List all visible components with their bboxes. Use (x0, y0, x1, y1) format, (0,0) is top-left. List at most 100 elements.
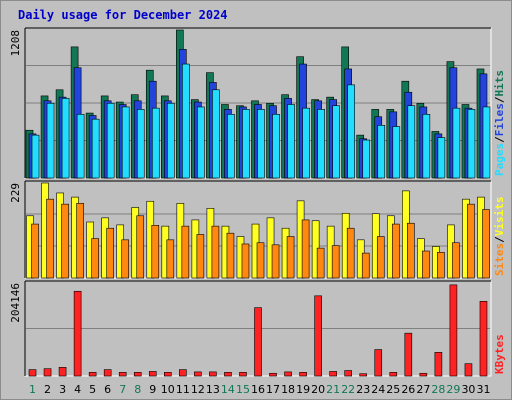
bar-pages-day-14 (227, 113, 235, 179)
legend-entry-files: Files (493, 103, 506, 136)
x-tick-label: 18 (281, 383, 295, 396)
x-tick-label: 11 (176, 383, 190, 396)
bar-pages-day-4 (76, 113, 85, 179)
x-tick-label: 25 (386, 383, 400, 396)
bar-pages-day-21 (332, 105, 340, 179)
x-tick-label: 29 (446, 383, 460, 396)
bar-pages-day-19 (302, 107, 310, 179)
bar-kbytes-day-15 (239, 372, 247, 377)
x-tick-label: 14 (221, 383, 235, 396)
bar-sites-day-14 (226, 232, 235, 279)
x-tick-label: 21 (326, 383, 340, 396)
bar-sites-day-4 (76, 203, 84, 279)
x-tick-label: 31 (476, 383, 490, 396)
bar-sites-day-27 (422, 250, 430, 279)
legend-entry-separator: / (493, 236, 506, 243)
bar-kbytes-day-24 (374, 349, 383, 377)
bar-kbytes-day-22 (344, 370, 352, 377)
x-tick-label: 5 (89, 383, 96, 396)
bar-sites-day-6 (106, 227, 114, 279)
x-tick-label: 17 (266, 383, 280, 396)
bar-sites-day-31 (482, 209, 490, 279)
bar-pages-day-24 (377, 125, 386, 179)
bar-sites-day-29 (452, 242, 460, 279)
legend-entry-separator: / (493, 96, 506, 103)
x-tick-label: 28 (431, 383, 445, 396)
bar-pages-day-8 (136, 109, 145, 179)
legend-entry-sites: Sites (493, 243, 506, 276)
bar-sites-day-28 (437, 251, 445, 279)
bar-pages-day-9 (151, 107, 160, 179)
x-tick-label: 4 (74, 383, 81, 396)
x-tick-label: 2 (44, 383, 51, 396)
bar-pages-day-5 (91, 118, 100, 179)
bar-kbytes-day-28 (434, 352, 443, 377)
bar-sites-day-2 (46, 198, 54, 279)
legend-entry-hits: Hits (493, 70, 506, 97)
bar-pages-day-10 (167, 102, 175, 179)
bar-pages-day-3 (61, 98, 70, 179)
chart-title: Daily usage for December 2024 (18, 8, 228, 22)
x-tick-label: 16 (251, 383, 265, 396)
bar-pages-day-11 (182, 63, 190, 179)
legend-entry-visits: Visits (493, 197, 506, 237)
bar-sites-day-20 (316, 247, 325, 279)
bar-pages-day-27 (422, 113, 431, 179)
x-tick-label: 7 (119, 383, 126, 396)
legend-entry-separator: / (493, 136, 506, 143)
bar-kbytes-day-18 (284, 371, 292, 377)
bar-kbytes-day-7 (118, 372, 127, 377)
bar-kbytes-day-5 (88, 372, 97, 377)
bar-pages-day-26 (407, 105, 416, 179)
bar-pages-day-25 (392, 126, 401, 179)
bar-pages-day-22 (347, 84, 355, 179)
bar-pages-day-15 (242, 109, 250, 179)
bar-pages-day-29 (452, 107, 461, 179)
bar-pages-day-28 (437, 137, 446, 179)
bar-kbytes-day-11 (179, 369, 187, 377)
legend: Sites/Visits (493, 197, 506, 277)
bar-sites-day-17 (271, 244, 280, 279)
x-tick-label: 22 (341, 383, 355, 396)
bar-sites-day-16 (256, 242, 265, 279)
bar-kbytes-day-13 (209, 371, 217, 377)
y-max-label: 229 (9, 183, 22, 203)
bar-kbytes-day-16 (254, 307, 262, 377)
bar-kbytes-day-14 (224, 372, 232, 377)
bar-kbytes-day-12 (194, 371, 202, 377)
bar-sites-day-1 (31, 223, 39, 279)
x-tick-label: 3 (59, 383, 66, 396)
bar-pages-day-7 (121, 106, 130, 179)
bar-sites-day-15 (241, 243, 250, 279)
bar-sites-day-12 (196, 234, 205, 279)
x-tick-label: 23 (356, 383, 370, 396)
x-tick-label: 6 (104, 383, 111, 396)
bar-kbytes-day-27 (419, 372, 428, 377)
bar-kbytes-day-25 (389, 372, 398, 377)
x-tick-label: 20 (311, 383, 325, 396)
bar-sites-day-19 (301, 219, 310, 279)
bar-sites-day-22 (346, 227, 355, 279)
bar-pages-day-20 (317, 109, 325, 179)
bar-sites-day-25 (391, 223, 400, 279)
bar-kbytes-day-6 (103, 369, 112, 377)
bar-kbytes-day-8 (133, 372, 142, 377)
bar-kbytes-day-31 (479, 300, 488, 377)
x-tick-label: 26 (401, 383, 415, 396)
legend-entry-kbytes: KBytes (493, 334, 506, 374)
bar-kbytes-day-2 (43, 368, 52, 377)
bar-sites-day-26 (407, 222, 415, 279)
bar-sites-day-24 (376, 236, 385, 279)
bar-pages-day-17 (272, 113, 280, 179)
bar-sites-day-30 (467, 203, 475, 279)
bar-kbytes-day-4 (73, 290, 82, 377)
legend-entry-pages: Pages (493, 143, 506, 176)
x-tick-label: 24 (371, 383, 385, 396)
bar-kbytes-day-17 (269, 372, 277, 377)
bar-sites-day-8 (136, 215, 145, 279)
x-tick-label: 10 (161, 383, 175, 396)
bar-sites-day-13 (211, 225, 220, 279)
bar-sites-day-23 (361, 252, 370, 279)
bar-kbytes-day-21 (329, 371, 337, 377)
